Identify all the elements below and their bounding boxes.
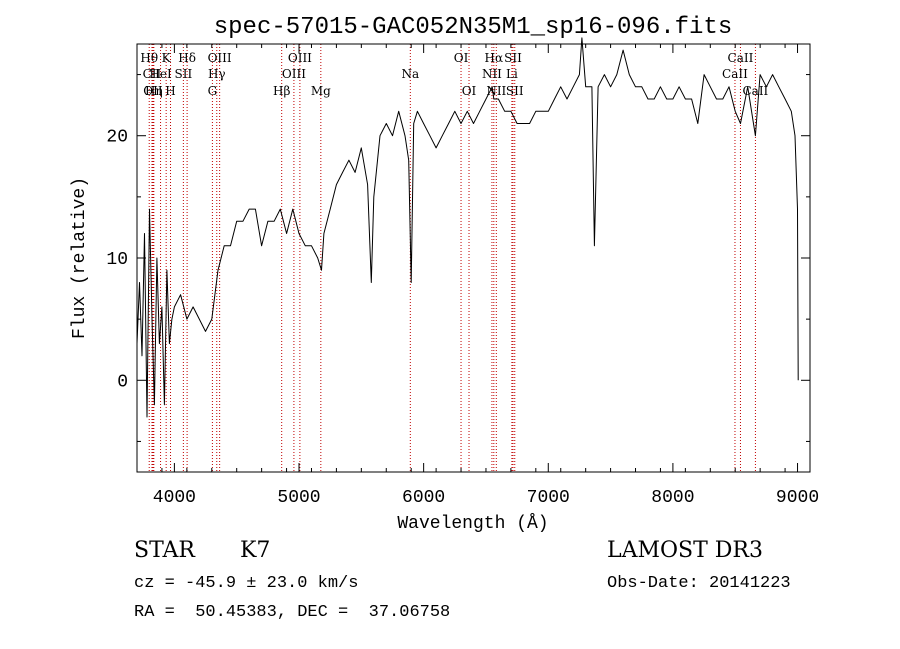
x-tick-label-5: 9000 <box>776 488 819 508</box>
line-marker-label-13: OIII <box>282 67 306 81</box>
line-marker-label-20: NII <box>482 67 502 81</box>
y-tick-label-0: 0 <box>117 372 128 392</box>
line-marker-label-11: G <box>208 84 218 98</box>
x-tick-label-4: 8000 <box>651 488 694 508</box>
line-marker-label-6: H <box>165 84 175 98</box>
survey-name: LAMOST DR3 <box>607 538 763 563</box>
y-tick-label-2: 20 <box>106 128 128 148</box>
y-axis-label: Flux (relative) <box>70 177 90 339</box>
line-marker-label-22: SII <box>504 51 522 65</box>
line-marker-label-23: Li <box>506 67 518 81</box>
line-marker-label-25: CaII <box>728 51 754 65</box>
line-marker-label-3: Hη <box>145 84 163 98</box>
line-marker-label-2: OII <box>143 84 163 98</box>
line-marker-label-7: Hδ <box>178 51 196 65</box>
y-tick-label-1: 10 <box>106 250 128 270</box>
obs-date: Obs-Date: 20141223 <box>607 574 791 593</box>
spectrum-line <box>136 37 799 418</box>
axis-ticks: 4000 5000 6000 7000 8000 9000 0 10 20 <box>106 44 819 508</box>
object-class: STAR <box>134 538 195 563</box>
chart-title: spec-57015-GAC052N35M1_sp16-096.fits <box>214 14 732 41</box>
line-marker-label-26: CaII <box>722 67 748 81</box>
line-marker-label-16: Na <box>401 67 419 81</box>
x-tick-label-3: 7000 <box>527 488 570 508</box>
line-marker-label-10: Hγ <box>208 67 226 81</box>
x-tick-label-2: 6000 <box>402 488 445 508</box>
spectrum-series <box>136 37 799 418</box>
line-marker-label-4: K <box>162 51 172 65</box>
line-marker-label-24: SII <box>506 84 524 98</box>
line-marker-label-17: OI <box>454 51 469 65</box>
line-marker-label-15: Mg <box>311 84 331 98</box>
line-marker-label-5: HeI <box>149 67 172 81</box>
line-marker-label-12: Hβ <box>273 84 290 98</box>
x-tick-label-1: 5000 <box>277 488 320 508</box>
line-marker-label-14: OIII <box>288 51 312 65</box>
line-marker-label-18: OI <box>462 84 477 98</box>
redshift-text: cz = -45.9 ± 23.0 km/s <box>134 574 359 593</box>
object-subclass: K7 <box>240 538 271 563</box>
line-marker-label-8: SII <box>175 67 193 81</box>
line-marker-label-9: OIII <box>208 51 232 65</box>
coordinates-text: RA = 50.45383, DEC = 37.06758 <box>134 603 451 622</box>
plot-frame <box>136 43 811 473</box>
line-marker-label-21: NII <box>486 84 506 98</box>
x-axis-label: Wavelength (Å) <box>397 513 548 534</box>
line-marker-label-19: Hα <box>485 51 504 65</box>
x-tick-label-0: 4000 <box>153 488 196 508</box>
line-marker-label-1: CII <box>143 67 162 81</box>
line-markers <box>148 44 756 472</box>
line-marker-label-0: Hθ <box>140 51 158 65</box>
